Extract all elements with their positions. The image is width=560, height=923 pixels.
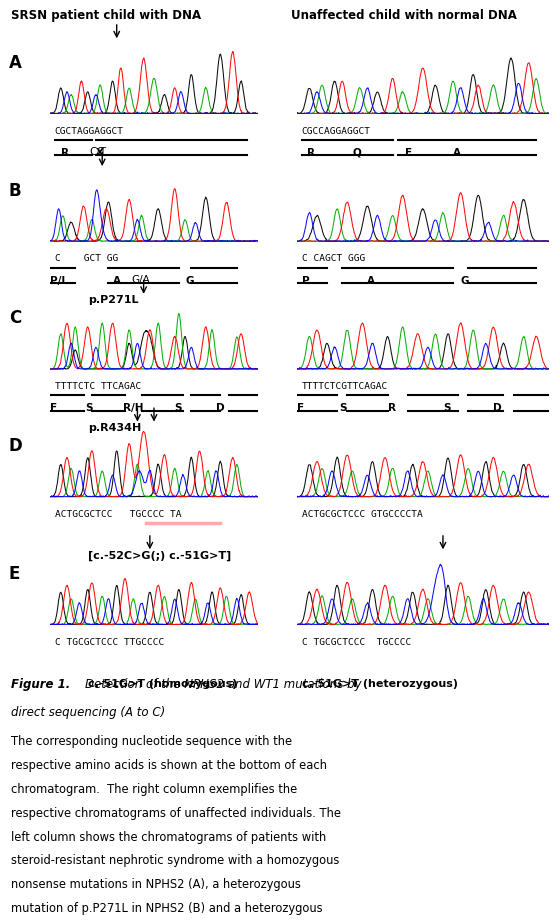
Text: respective chromatograms of unaffected individuals. The: respective chromatograms of unaffected i… bbox=[11, 807, 341, 820]
Text: Q: Q bbox=[352, 148, 361, 158]
Text: D: D bbox=[216, 403, 225, 414]
Text: G: G bbox=[185, 276, 194, 286]
Text: P: P bbox=[302, 276, 310, 286]
Text: R: R bbox=[388, 403, 395, 414]
Text: P/L: P/L bbox=[50, 276, 68, 286]
Text: E: E bbox=[9, 565, 20, 582]
Text: p.P271L: p.P271L bbox=[88, 295, 138, 306]
Text: F: F bbox=[50, 403, 58, 414]
Text: C    GCT GG: C GCT GG bbox=[54, 255, 118, 263]
Text: steroid-resistant nephrotic syndrome with a homozygous: steroid-resistant nephrotic syndrome wit… bbox=[11, 855, 339, 868]
Text: C CAGCT GGG: C CAGCT GGG bbox=[302, 255, 365, 263]
Text: TTTTCTC TTCAGAC: TTTTCTC TTCAGAC bbox=[54, 382, 141, 391]
Text: p.R434H: p.R434H bbox=[88, 423, 141, 433]
Text: R/H: R/H bbox=[123, 403, 143, 414]
Text: direct sequencing (A to C): direct sequencing (A to C) bbox=[11, 706, 165, 719]
Text: R: R bbox=[60, 148, 69, 158]
Text: nonsense mutations in NPHS2 (A), a heterozygous: nonsense mutations in NPHS2 (A), a heter… bbox=[11, 879, 301, 892]
Text: G/A: G/A bbox=[131, 275, 150, 285]
Text: E: E bbox=[405, 148, 412, 158]
Text: A: A bbox=[9, 54, 22, 72]
Text: ACTGCGCTCC   TGCCCC TA: ACTGCGCTCC TGCCCC TA bbox=[54, 510, 181, 519]
Text: The corresponding nucleotide sequence with the: The corresponding nucleotide sequence wi… bbox=[11, 735, 292, 748]
Text: B: B bbox=[9, 182, 22, 199]
Text: G: G bbox=[460, 276, 469, 286]
Text: [c.-52C>G(;) c.-51G>T]: [c.-52C>G(;) c.-51G>T] bbox=[88, 551, 231, 561]
Text: respective amino acids is shown at the bottom of each: respective amino acids is shown at the b… bbox=[11, 759, 327, 772]
Text: C TGCGCTCCC  TGCCCC: C TGCGCTCCC TGCCCC bbox=[302, 638, 411, 647]
Text: TTTTCTCGTTCAGAC: TTTTCTCGTTCAGAC bbox=[302, 382, 388, 391]
Text: c.-51G>T (homozygous): c.-51G>T (homozygous) bbox=[88, 678, 237, 689]
Text: C/T: C/T bbox=[90, 147, 107, 157]
Text: A: A bbox=[367, 276, 375, 286]
Text: S: S bbox=[443, 403, 450, 414]
Text: S: S bbox=[339, 403, 347, 414]
Text: CGCTAGGAGGCT: CGCTAGGAGGCT bbox=[54, 126, 124, 136]
Text: SRSN patient child with DNA: SRSN patient child with DNA bbox=[11, 9, 202, 22]
Text: Detection of the NPHS2 and WT1 mutations by: Detection of the NPHS2 and WT1 mutations… bbox=[85, 677, 361, 690]
Text: F: F bbox=[297, 403, 304, 414]
Text: D: D bbox=[493, 403, 502, 414]
Text: A: A bbox=[113, 276, 120, 286]
Text: ACTGCGCTCCC GTGCCCCTA: ACTGCGCTCCC GTGCCCCTA bbox=[302, 510, 423, 519]
Text: c.-51G>T (heterozygous): c.-51G>T (heterozygous) bbox=[302, 678, 458, 689]
Text: mutation of p.P271L in NPHS2 (B) and a heterozygous: mutation of p.P271L in NPHS2 (B) and a h… bbox=[11, 903, 323, 916]
Text: Unaffected child with normal DNA: Unaffected child with normal DNA bbox=[291, 9, 517, 22]
Text: S: S bbox=[86, 403, 93, 414]
Text: CGCCAGGAGGCT: CGCCAGGAGGCT bbox=[302, 126, 371, 136]
Text: C: C bbox=[9, 309, 21, 328]
Text: S: S bbox=[175, 403, 182, 414]
Text: C TGCGCTCCC TTGCCCC: C TGCGCTCCC TTGCCCC bbox=[54, 638, 164, 647]
Text: A: A bbox=[453, 148, 461, 158]
Text: Figure 1.: Figure 1. bbox=[11, 677, 71, 690]
Text: D: D bbox=[9, 438, 23, 455]
Text: X: X bbox=[96, 148, 104, 158]
Text: left column shows the chromatograms of patients with: left column shows the chromatograms of p… bbox=[11, 831, 326, 844]
Text: chromatogram.  The right column exemplifies the: chromatogram. The right column exemplifi… bbox=[11, 783, 297, 796]
Text: R: R bbox=[307, 148, 315, 158]
